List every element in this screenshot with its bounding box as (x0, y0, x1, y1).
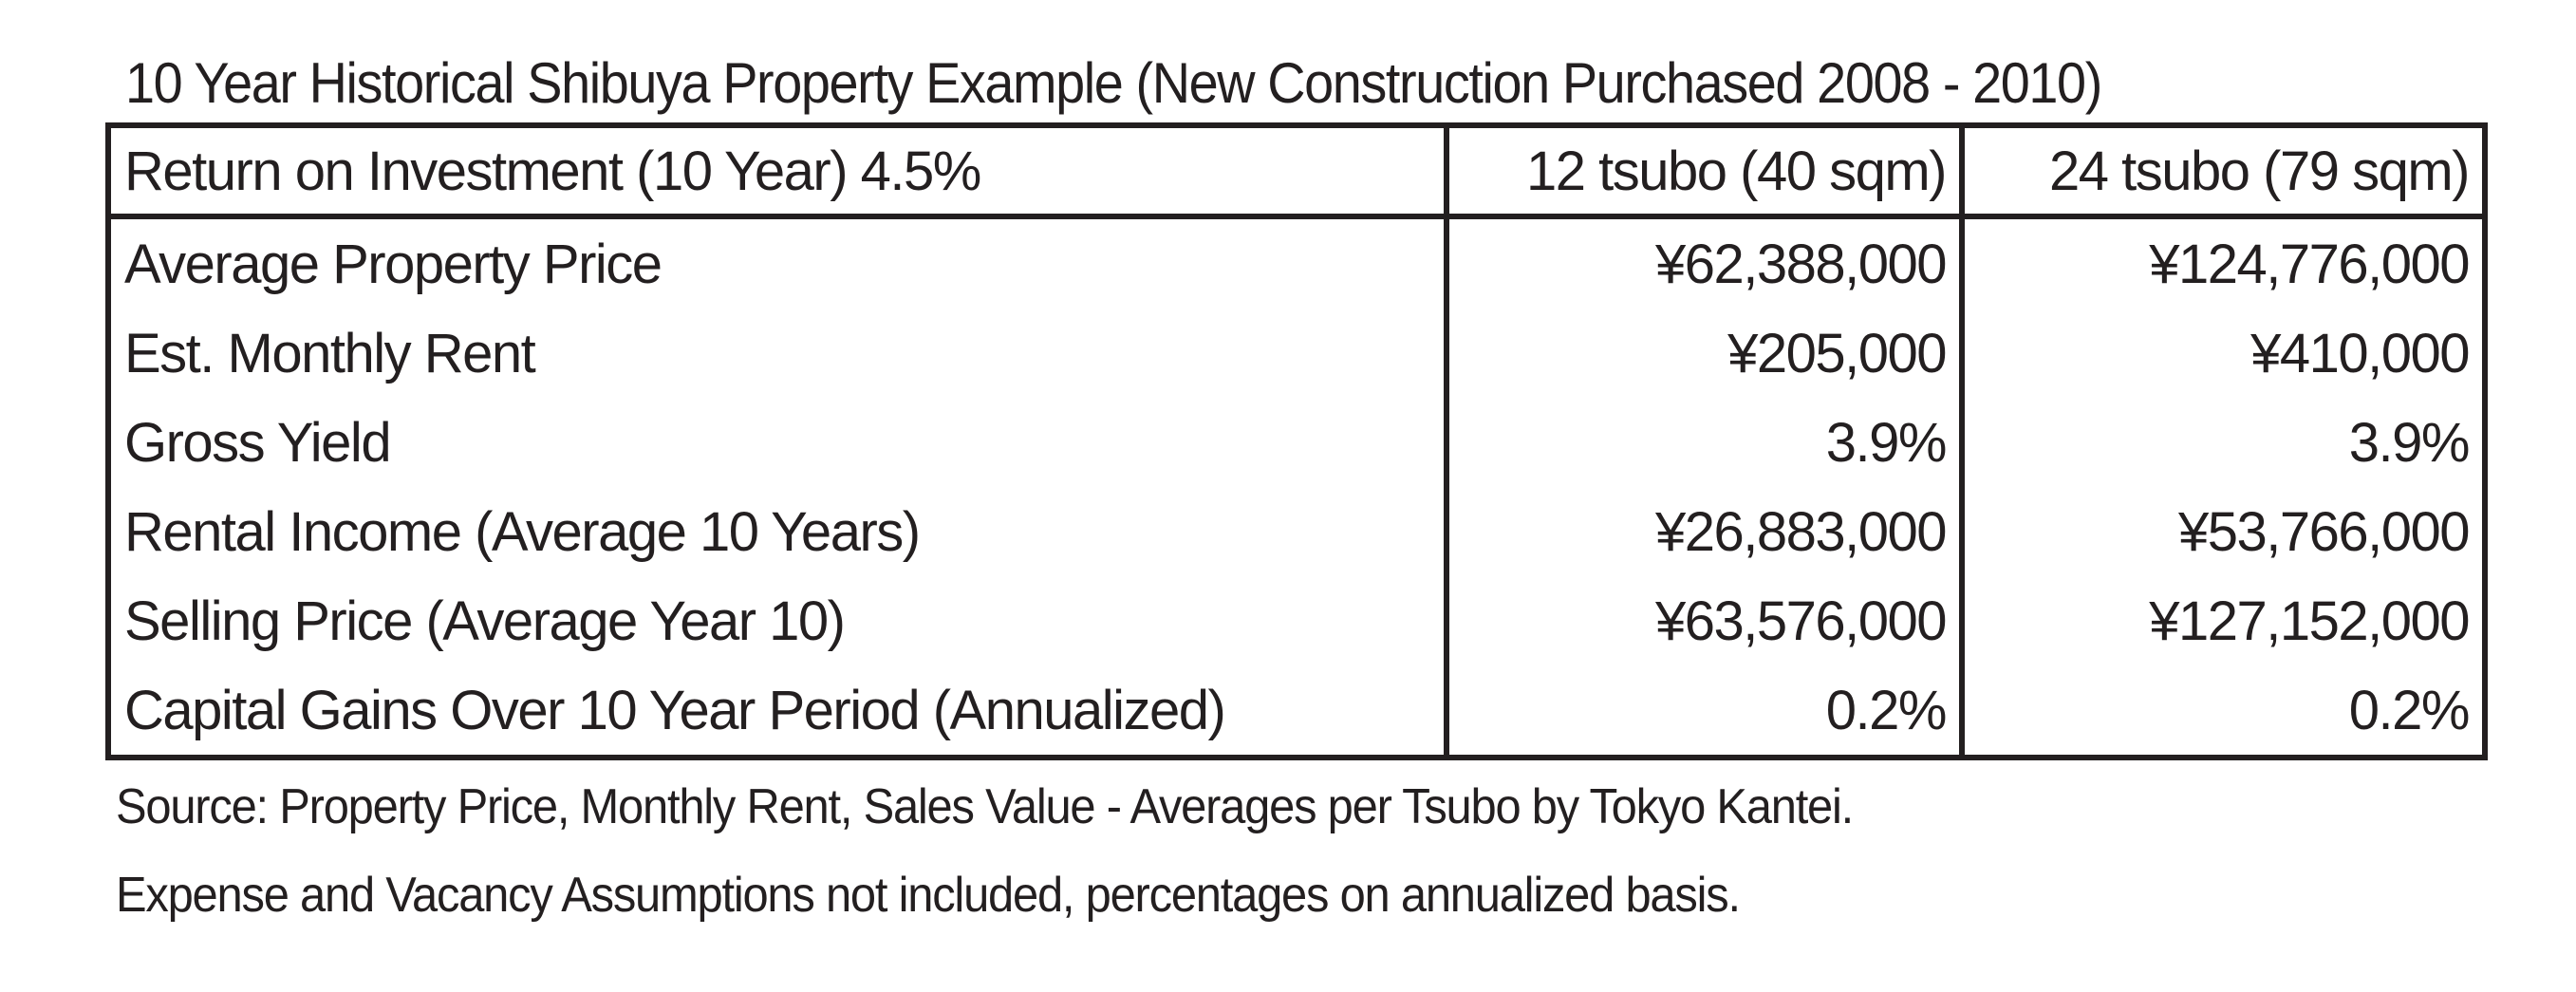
column-header-24-tsubo: 24 tsubo (79 sqm) (1959, 125, 2485, 219)
table-row: Est. Monthly Rent ¥205,000 ¥410,000 (108, 309, 2485, 398)
cell-24-tsubo: 3.9% (1959, 398, 2485, 487)
cell-12-tsubo: ¥26,883,000 (1444, 487, 1962, 576)
row-label: Capital Gains Over 10 Year Period (Annua… (124, 679, 1226, 741)
cell-12-tsubo: 0.2% (1444, 665, 1962, 758)
column-header-12-tsubo: 12 tsubo (40 sqm) (1444, 125, 1962, 219)
roi-header: Return on Investment (10 Year) 4.5% (108, 125, 1447, 219)
table-row: Selling Price (Average Year 10) ¥63,576,… (108, 576, 2485, 665)
cell-24-tsubo: ¥53,766,000 (1959, 487, 2485, 576)
table-row: Rental Income (Average 10 Years) ¥26,883… (108, 487, 2485, 576)
property-table: Return on Investment (10 Year) 4.5% 12 t… (105, 122, 2488, 760)
cell-24-tsubo: ¥127,152,000 (1959, 576, 2485, 665)
cell-12-tsubo: 3.9% (1444, 398, 1962, 487)
row-label: Gross Yield (124, 411, 392, 474)
table-row: Capital Gains Over 10 Year Period (Annua… (108, 665, 2485, 758)
cell-12-tsubo: ¥63,576,000 (1444, 576, 1962, 665)
table-row: Gross Yield 3.9% 3.9% (108, 398, 2485, 487)
table-header-row: Return on Investment (10 Year) 4.5% 12 t… (108, 125, 2485, 219)
cell-24-tsubo: ¥124,776,000 (1959, 216, 2485, 309)
row-label: Est. Monthly Rent (124, 322, 536, 384)
row-label: Average Property Price (124, 233, 663, 295)
assumptions-note: Expense and Vacancy Assumptions not incl… (116, 868, 1741, 923)
cell-12-tsubo: ¥205,000 (1444, 309, 1962, 398)
table-row: Average Property Price ¥62,388,000 ¥124,… (108, 216, 2485, 309)
source-note: Source: Property Price, Monthly Rent, Sa… (116, 779, 1854, 834)
cell-12-tsubo: ¥62,388,000 (1444, 216, 1962, 309)
row-label: Selling Price (Average Year 10) (124, 590, 846, 652)
page-title: 10 Year Historical Shibuya Property Exam… (125, 51, 2102, 115)
cell-24-tsubo: ¥410,000 (1959, 309, 2485, 398)
row-label: Rental Income (Average 10 Years) (124, 500, 921, 563)
cell-24-tsubo: 0.2% (1959, 665, 2485, 758)
